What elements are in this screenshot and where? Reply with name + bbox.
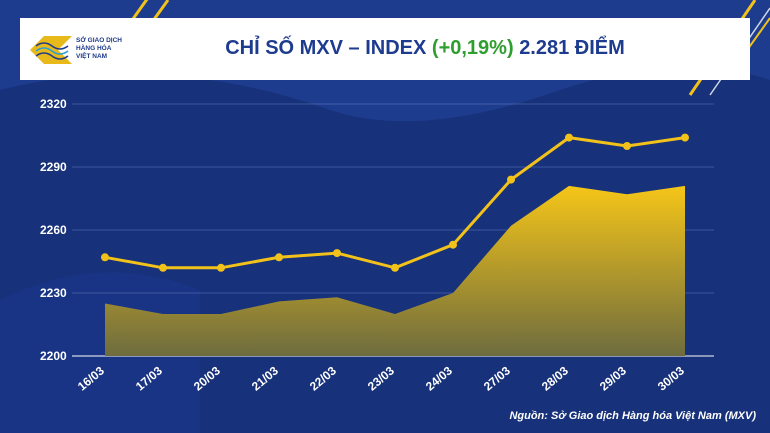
y-tick-label: 2200 [40,349,67,363]
data-point [333,249,341,258]
x-tick-label: 17/03 [133,363,165,393]
x-tick-label: 23/03 [365,363,397,393]
x-axis-ticks: 16/03 17/03 20/03 21/03 22/03 23/03 24/03 27/03… [75,363,687,393]
x-tick-label: 27/03 [481,363,513,393]
y-tick-label: 2230 [40,286,67,300]
x-tick-label: 22/03 [307,363,339,393]
data-point [217,263,225,272]
data-point [565,133,573,142]
y-tick-label: 2260 [40,223,67,237]
title-value: 2.281 ĐIỂM [519,37,625,59]
area-series [105,185,685,356]
data-point [101,253,109,262]
y-tick-label: 2290 [40,160,67,174]
title-main: CHỈ SỐ MXV – INDEX [225,37,427,59]
data-point [275,253,283,262]
data-point [507,175,515,184]
line-series [101,133,689,272]
x-tick-label: 28/03 [539,363,571,393]
y-tick-label: 2320 [40,97,67,111]
logo-line-2: HÀNG HÓA [76,45,112,52]
logo-text: SỞ GIAO DỊCH HÀNG HÓA VIỆT NAM [76,37,136,61]
mxv-logo: SỞ GIAO DỊCH HÀNG HÓA VIỆT NAM [30,30,130,70]
data-point [159,263,167,272]
chart-title: CHỈ SỐ MXV – INDEX (+0,19%) 2.281 ĐIỂM [175,37,675,60]
y-axis-ticks: 2200 2230 2260 2290 2320 [40,97,67,363]
x-tick-label: 21/03 [249,363,281,393]
data-point [623,142,631,150]
mxv-logo-icon [30,36,72,64]
x-tick-label: 20/03 [191,363,223,393]
area-fill [105,185,685,356]
data-point [681,133,689,142]
x-tick-label: 24/03 [423,363,455,393]
header-banner: SỞ GIAO DỊCH HÀNG HÓA VIỆT NAM CHỈ SỐ MX… [20,18,750,80]
source-note: Nguồn: Sở Giao dịch Hàng hóa Việt Nam (M… [509,410,756,422]
x-tick-label: 29/03 [597,363,629,393]
x-tick-label: 16/03 [75,363,107,393]
data-point [391,263,399,272]
logo-line-1: SỞ GIAO DỊCH [76,37,122,44]
logo-line-3: VIỆT NAM [76,53,108,60]
title-change: (+0,19%) [431,37,514,59]
data-point [449,240,457,249]
x-tick-label: 30/03 [655,363,687,393]
